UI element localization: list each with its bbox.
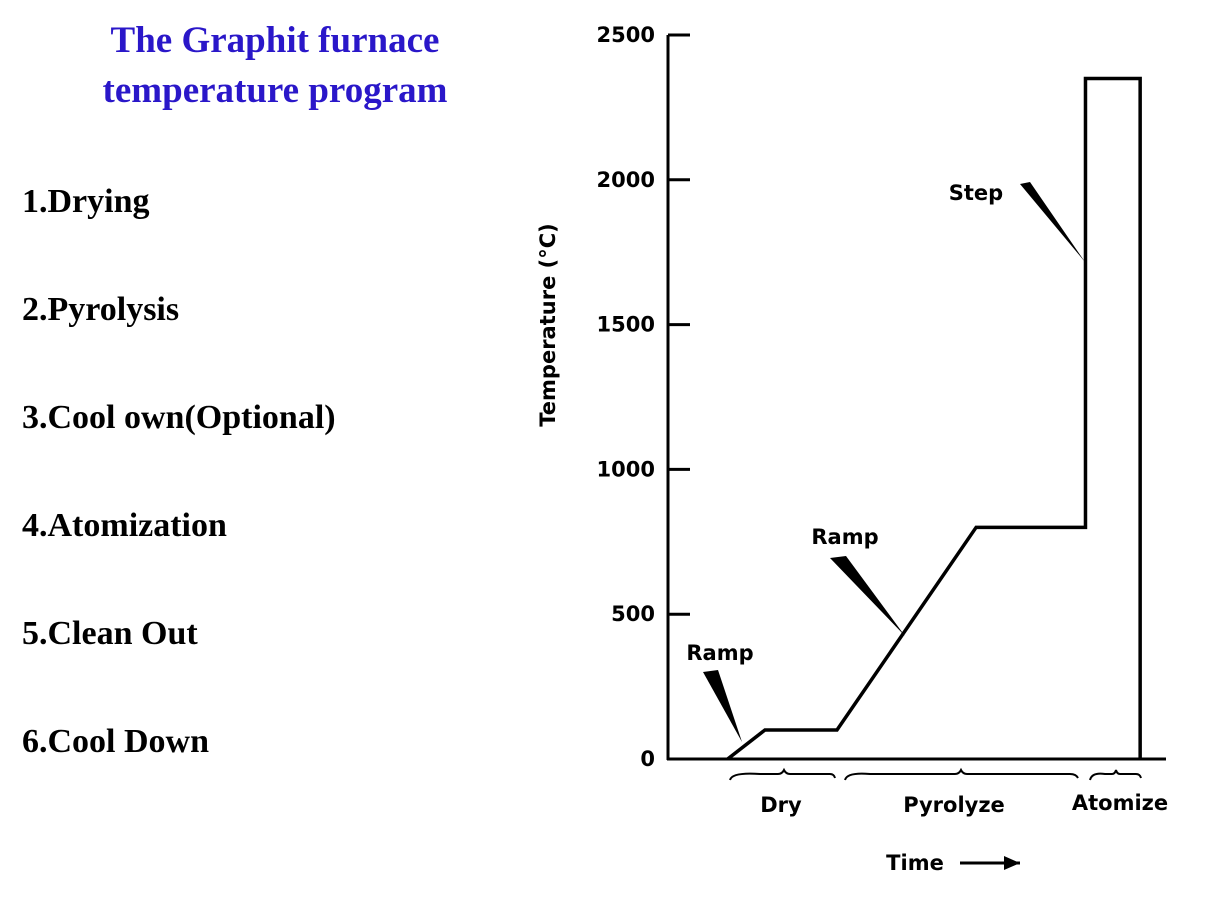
step-item: 1.Drying bbox=[22, 183, 150, 220]
phase-brace bbox=[729, 767, 836, 781]
annotation-pointer bbox=[1020, 182, 1085, 262]
time-arrow-head bbox=[1004, 856, 1020, 870]
title: The Graphit furnace bbox=[111, 20, 440, 61]
annotation-pointer bbox=[830, 556, 905, 636]
y-tick-label: 1000 bbox=[597, 457, 655, 481]
phase-brace bbox=[1089, 769, 1142, 781]
temperature-line bbox=[726, 76, 1142, 761]
y-tick-label: 0 bbox=[640, 747, 655, 771]
step-item: 2.Pyrolysis bbox=[22, 291, 179, 328]
step-item: 5.Clean Out bbox=[22, 615, 198, 652]
y-tick-label: 2500 bbox=[597, 23, 655, 47]
y-tick-label: 1500 bbox=[597, 313, 655, 337]
phase-label: Pyrolyze bbox=[903, 793, 1005, 817]
x-axis-label: Time bbox=[886, 851, 944, 875]
step-item: 4.Atomization bbox=[22, 507, 227, 544]
chart: Temperature (°C) Time Ramp Ramp Step Dry… bbox=[536, 23, 1168, 875]
annotation-pointer bbox=[703, 670, 742, 742]
step-item: 6.Cool Down bbox=[22, 723, 209, 760]
phase-label: Atomize bbox=[1072, 791, 1168, 815]
phase-brace bbox=[844, 767, 1079, 781]
annotation: Ramp bbox=[686, 641, 753, 665]
y-tick-label: 2000 bbox=[597, 168, 655, 192]
title: temperature program bbox=[103, 70, 448, 111]
y-axis-label: Temperature (°C) bbox=[536, 223, 560, 426]
phase-label: Dry bbox=[760, 793, 802, 817]
step-item: 3.Cool own(Optional) bbox=[22, 399, 336, 436]
annotation: Step bbox=[949, 181, 1003, 205]
step-list: 1.Drying 2.Pyrolysis 3.Cool own(Optional) 4… bbox=[22, 183, 336, 760]
y-tick-label: 500 bbox=[611, 602, 655, 626]
annotation: Ramp bbox=[811, 525, 878, 549]
